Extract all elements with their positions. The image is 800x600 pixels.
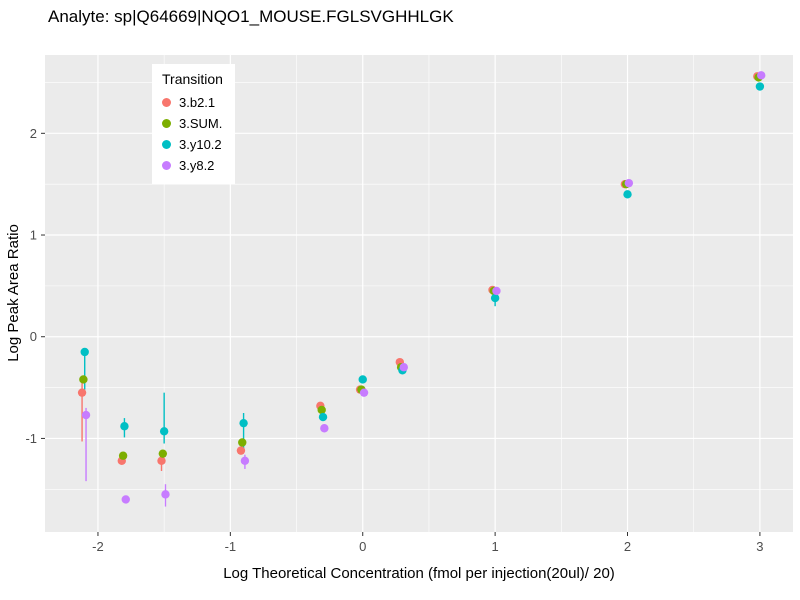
data-point [623,190,632,199]
axes: -2 -1 0 1 2 3 -1 0 1 2 [25,126,763,554]
legend-swatch-icon [162,98,171,107]
legend-item: 3.y10.2 [162,134,223,155]
y-tick-label: -1 [25,431,37,446]
legend-swatch-icon [162,119,171,128]
chart-title: Analyte: sp|Q64669|NQO1_MOUSE.FGLSVGHHLG… [48,7,454,26]
data-point [399,363,408,372]
data-point [755,82,765,91]
data-point [79,375,88,384]
x-tick-label: 2 [624,539,631,554]
x-tick-label: 3 [756,539,763,554]
data-point [158,449,168,458]
data-point [236,446,246,455]
data-point [757,71,766,80]
x-axis-label: Log Theoretical Concentration (fmol per … [223,565,615,582]
y-tick-label: 2 [30,126,37,141]
data-point [320,424,329,433]
data-point [120,422,129,431]
data-point [492,286,501,296]
x-tick-label: -1 [225,539,237,554]
legend-item: 3.SUM. [162,113,223,134]
data-point [80,347,89,357]
legend-label: 3.y10.2 [179,137,222,152]
y-tick-label: 0 [30,329,37,344]
y-axis-label: Log Peak Area Ratio [5,224,22,362]
data-point [161,490,170,499]
data-point [238,438,247,447]
x-tick-label: 1 [492,539,499,554]
x-tick-label: 0 [359,539,366,554]
legend-label: 3.y8.2 [179,158,215,173]
gridlines [45,55,793,532]
data-point [318,412,328,422]
legend-label: 3.b2.1 [179,95,216,110]
data-point [359,388,369,397]
data-point [624,178,634,188]
legend-swatch-icon [162,140,171,149]
legend-label: 3.SUM. [179,116,223,131]
data-point [81,410,91,420]
data-points [77,71,766,504]
legend-items: 3.b2.1 3.SUM. 3.y10.2 3.y8.2 [162,92,223,176]
data-point [77,388,87,397]
legend-item: 3.b2.1 [162,92,223,113]
data-point [240,456,250,466]
data-point [358,375,367,384]
data-point [490,293,500,303]
legend-title: Transition [162,71,223,87]
data-point [239,418,248,428]
x-tick-label: -2 [92,539,104,554]
data-point [118,451,128,460]
y-tick-label: 1 [30,228,37,243]
legend: Transition 3.b2.1 3.SUM. 3.y10.2 3.y8.2 [152,64,235,184]
legend-item: 3.y8.2 [162,155,223,176]
data-point [121,495,130,504]
data-point [317,405,326,415]
data-point [157,456,166,466]
legend-swatch-icon [162,161,171,170]
data-point [159,427,169,436]
